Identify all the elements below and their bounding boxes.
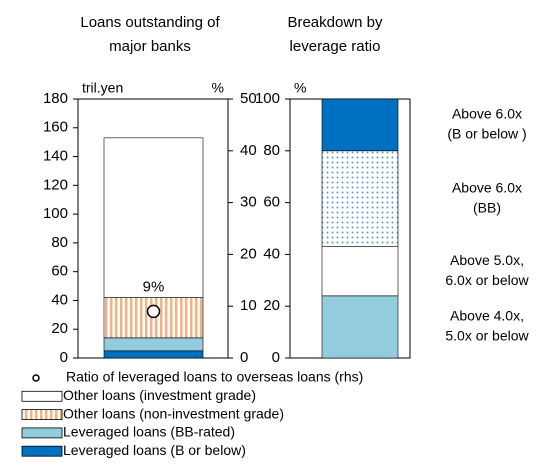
y-axis-label: % xyxy=(294,80,306,96)
y2-tick-label: 10 xyxy=(240,297,257,314)
bar-segment xyxy=(321,98,399,152)
segment-label: 5.0x or below xyxy=(445,328,529,344)
panel-subtitle: Loans outstanding of xyxy=(80,14,220,31)
data-label: 9% xyxy=(143,278,165,295)
legend-label: Leveraged loans (B or below) xyxy=(63,442,246,458)
y-tick-label: 100 xyxy=(43,205,68,222)
segment-label: Above 4.0x, xyxy=(450,308,524,324)
legend-swatch xyxy=(21,445,63,457)
segment-label: (BB) xyxy=(473,199,501,215)
bar-segment xyxy=(321,150,399,247)
bar-segment xyxy=(103,137,204,298)
segment-label: 6.0x or below xyxy=(445,272,529,288)
legend-label: Other loans (investment grade) xyxy=(63,387,256,403)
y-tick-label: 160 xyxy=(43,119,68,136)
bar-segment xyxy=(103,350,204,359)
y2-tick-label: 40 xyxy=(240,142,257,159)
y2-tick-label: 50 xyxy=(240,90,257,107)
y-tick-label: 80 xyxy=(51,234,68,251)
legend-swatch xyxy=(21,390,63,402)
y-tick-label: 80 xyxy=(263,142,280,159)
legend-swatch xyxy=(21,409,63,421)
segment-label: Above 6.0x xyxy=(452,179,522,195)
y2-tick-label: 0 xyxy=(240,349,248,366)
y-tick-label: 60 xyxy=(51,263,68,280)
ratio-marker xyxy=(146,304,161,319)
y-tick-label: 40 xyxy=(263,245,280,262)
y-tick-label: 20 xyxy=(263,297,280,314)
panel-subtitle: major banks xyxy=(109,38,191,55)
y-tick-label: 40 xyxy=(51,291,68,308)
y-tick-label: 180 xyxy=(43,90,68,107)
y-tick-label: 120 xyxy=(43,176,68,193)
legend-swatch xyxy=(21,427,63,439)
panel-subtitle: leverage ratio xyxy=(290,38,381,55)
legend-label: Ratio of leveraged loans to overseas loa… xyxy=(66,369,363,385)
segment-label: Above 5.0x, xyxy=(450,252,524,268)
legend-label: Other loans (non-investment grade) xyxy=(63,405,284,421)
y2-tick-label: 20 xyxy=(240,245,257,262)
panel-subtitle: Breakdown by xyxy=(287,14,383,31)
bar-segment xyxy=(103,337,204,352)
y-tick-label: 100 xyxy=(255,90,280,107)
y-tick-label: 0 xyxy=(272,349,280,366)
y2-tick-label: 30 xyxy=(240,194,257,211)
legend-label: Leveraged loans (BB-rated) xyxy=(63,424,235,440)
bar-segment xyxy=(321,246,399,297)
y-tick-label: 0 xyxy=(60,349,68,366)
legend-marker xyxy=(32,374,40,382)
bar-segment xyxy=(321,295,399,359)
y2-axis-label: % xyxy=(212,80,224,96)
segment-label: Above 6.0x xyxy=(452,106,522,122)
segment-label: (B or below ) xyxy=(447,126,526,142)
y-tick-label: 140 xyxy=(43,148,68,165)
y-axis-label: tril.yen xyxy=(82,80,123,96)
y-tick-label: 60 xyxy=(263,194,280,211)
y-tick-label: 20 xyxy=(51,320,68,337)
